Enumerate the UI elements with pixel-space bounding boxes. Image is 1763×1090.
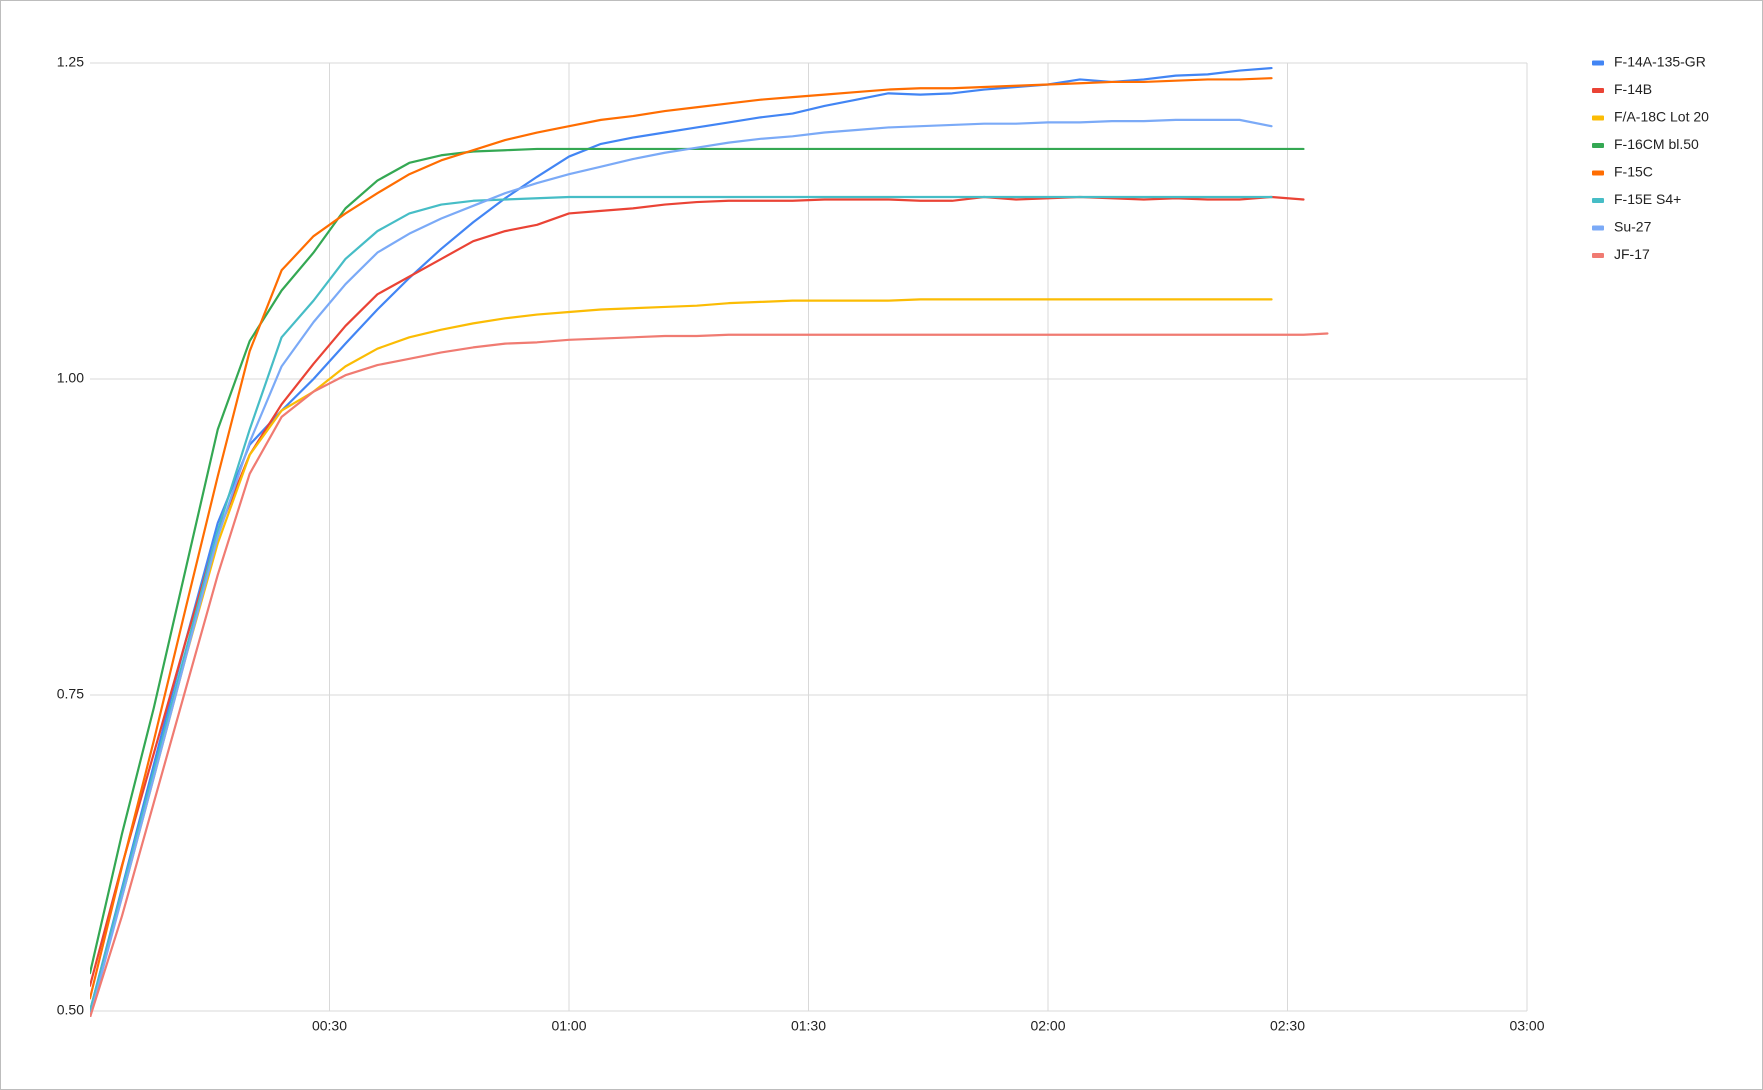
legend-swatch: [1592, 88, 1604, 93]
y-tick-label: 1.00: [57, 370, 84, 386]
series-line: [90, 332, 1329, 1017]
legend-swatch: [1592, 143, 1604, 148]
y-tick-label: 0.50: [57, 1002, 84, 1018]
series-line: [90, 118, 1273, 1017]
legend-swatch: [1592, 225, 1604, 231]
legend-swatch: [1592, 170, 1604, 176]
series-line: [90, 66, 1273, 1013]
legend-label: F-15C: [1614, 164, 1653, 180]
legend-label: F-16CM bl.50: [1614, 136, 1699, 152]
legend-swatch: [1592, 253, 1604, 258]
y-tick-label: 0.75: [57, 686, 84, 702]
series-line: [90, 147, 1305, 975]
series-line: [90, 77, 1273, 1000]
legend-swatch: [1592, 115, 1604, 121]
x-tick-label: 02:00: [1030, 1018, 1065, 1034]
legend-label: F/A-18C Lot 20: [1614, 109, 1709, 125]
series-line: [90, 195, 1273, 1013]
legend-label: JF-17: [1614, 246, 1650, 262]
legend-label: F-14B: [1614, 81, 1652, 97]
legend-label: F-14A-135-GR: [1614, 54, 1706, 70]
series-line: [90, 298, 1273, 1013]
legend-label: F-15E S4+: [1614, 191, 1681, 207]
x-tick-label: 02:30: [1270, 1018, 1305, 1034]
y-tick-label: 1.25: [57, 54, 84, 70]
legend-swatch: [1592, 60, 1604, 66]
legend-label: Su-27: [1614, 219, 1652, 235]
x-tick-label: 00:30: [312, 1018, 347, 1034]
x-tick-label: 01:30: [791, 1018, 826, 1034]
x-tick-label: 01:00: [551, 1018, 586, 1034]
legend-swatch: [1592, 198, 1604, 203]
x-tick-label: 03:00: [1509, 1018, 1544, 1034]
